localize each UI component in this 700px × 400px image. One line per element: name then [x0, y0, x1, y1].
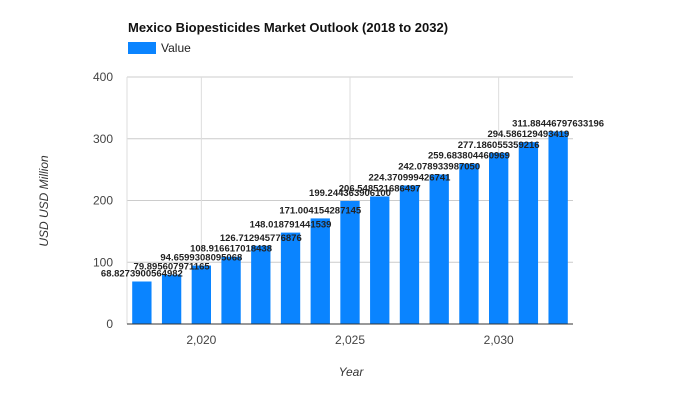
- data-label-2023: 148.018791441539: [250, 220, 332, 231]
- x-tick-label: 2,030: [484, 333, 514, 347]
- data-label-2027: 224.370999426741: [369, 172, 452, 183]
- data-labels: 68.827390056498279.89560797116594.659930…: [101, 118, 604, 279]
- y-tick-label: 200: [93, 194, 113, 208]
- bar-2028: [429, 174, 449, 324]
- data-label-2025: 199.244363906100: [309, 188, 391, 199]
- data-label-2018: 68.8273900564982: [101, 268, 183, 279]
- data-label-2029: 259.683804460969: [428, 151, 510, 162]
- chart-title: Mexico Biopesticides Market Outlook (201…: [128, 20, 448, 35]
- data-label-2031: 294.586129493419: [487, 129, 569, 140]
- bar-2031: [518, 142, 539, 324]
- bar-2026: [370, 196, 390, 324]
- bar-2025: [340, 200, 360, 324]
- x-axis-ticks: 2,020 2,025 2,030: [186, 333, 514, 347]
- bar-2022: [251, 245, 271, 324]
- data-label-2019: 79.895607971165: [134, 262, 211, 273]
- x-tick-label: 2,025: [335, 333, 365, 347]
- data-label-2021: 108.916617018438: [190, 244, 272, 255]
- bar-2024: [310, 218, 330, 324]
- data-label-2028: 242.078933987050: [398, 162, 480, 173]
- y-tick-label: 300: [93, 132, 113, 146]
- y-tick-label: 0: [106, 317, 113, 331]
- bar-2020: [191, 265, 211, 324]
- data-label-2032: 311.88446797633196: [512, 118, 604, 129]
- bar-2019: [161, 274, 182, 324]
- bar-2029: [459, 163, 479, 324]
- data-label-2026: 206.548521686497: [339, 183, 421, 194]
- bar-2032: [548, 131, 568, 324]
- y-axis-ticks: 0 100 200 300 400: [93, 70, 113, 331]
- bar-2021: [221, 256, 241, 324]
- bar-2027: [399, 185, 420, 324]
- x-axis-label: Year: [339, 365, 365, 379]
- bars: [132, 131, 568, 324]
- data-label-2020: 94.6599308095068: [160, 253, 242, 264]
- legend-swatch-value: [128, 42, 156, 54]
- bar-2030: [489, 152, 509, 324]
- data-label-2022: 126.712945776876: [220, 233, 302, 244]
- legend-label-value: Value: [161, 41, 191, 55]
- y-tick-label: 100: [93, 255, 113, 269]
- x-tick-label: 2,020: [186, 333, 216, 347]
- y-tick-label: 400: [93, 70, 113, 84]
- data-label-2030: 277.186055359216: [458, 140, 540, 151]
- legend: Value: [128, 41, 191, 55]
- bar-2023: [280, 232, 301, 324]
- data-label-2024: 171.004154287145: [279, 205, 362, 216]
- bar-2018: [132, 281, 152, 324]
- y-axis-label: USD USD Million: [37, 155, 51, 247]
